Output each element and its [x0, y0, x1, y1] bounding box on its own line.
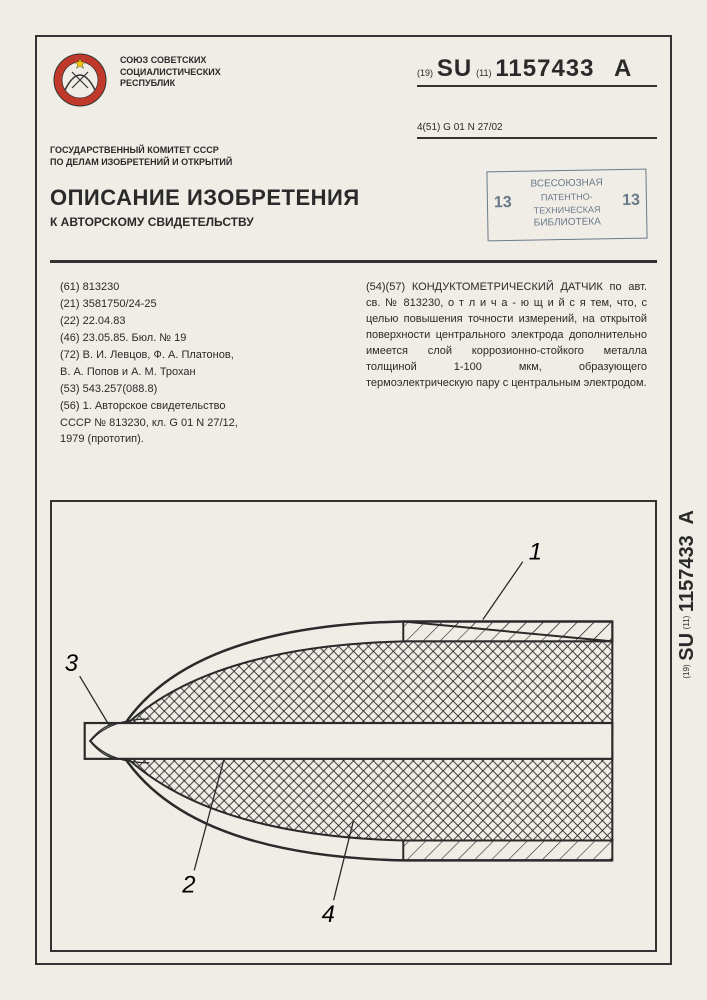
- header: СОЮЗ СОВЕТСКИХ СОЦИАЛИСТИЧЕСКИХ РЕСПУБЛИ…: [50, 50, 657, 250]
- side-number: 1157433: [676, 535, 698, 612]
- ussr-emblem-icon: [50, 50, 110, 110]
- side-kind: A: [676, 510, 698, 524]
- biblio-line: 1979 (прототип).: [60, 432, 341, 448]
- title-main: ОПИСАНИЕ ИЗОБРЕТЕНИЯ: [50, 185, 360, 211]
- doc-country: SU: [437, 55, 472, 82]
- stamp-line: ТЕХНИЧЕСКАЯ: [534, 204, 601, 215]
- doc-kind: A: [614, 55, 632, 82]
- doc-prefix-11: (11): [476, 68, 491, 78]
- side-country: SU: [676, 633, 698, 661]
- union-title: СОЮЗ СОВЕТСКИХ СОЦИАЛИСТИЧЕСКИХ РЕСПУБЛИ…: [120, 55, 221, 90]
- figure-label-1: 1: [529, 539, 542, 566]
- biblio-line: (21) 3581750/24-25: [60, 297, 341, 313]
- figure-label-4: 4: [322, 901, 335, 928]
- side-prefix-19: (19): [682, 664, 691, 678]
- committee-name: ГОСУДАРСТВЕННЫЙ КОМИТЕТ СССР ПО ДЕЛАМ ИЗ…: [50, 145, 232, 168]
- document-title: ОПИСАНИЕ ИЗОБРЕТЕНИЯ К АВТОРСКОМУ СВИДЕТ…: [50, 185, 360, 229]
- document-number: (19) SU (11) 1157433 A: [417, 55, 657, 87]
- divider: [50, 260, 657, 263]
- body-text: (61) 813230 (21) 3581750/24-25 (22) 22.0…: [60, 280, 647, 449]
- left-column: (61) 813230 (21) 3581750/24-25 (22) 22.0…: [60, 280, 341, 449]
- figure-label-2: 2: [181, 871, 195, 898]
- union-line: СОЮЗ СОВЕТСКИХ: [120, 55, 221, 67]
- stamp-number: 13: [622, 190, 640, 215]
- figure-frame: 1 3 2 4: [50, 500, 657, 952]
- committee-line: ПО ДЕЛАМ ИЗОБРЕТЕНИЙ И ОТКРЫТИЙ: [50, 157, 232, 169]
- ipc-classification: 4(51) G 01 N 27/02: [417, 122, 657, 139]
- biblio-line: (56) 1. Авторское свидетельство: [60, 399, 341, 415]
- library-stamp: ВСЕСОЮЗНАЯ 13 ПАТЕНТНО- ТЕХНИЧЕСКАЯ 13 Б…: [486, 169, 647, 242]
- abstract-text: (54)(57) КОНДУКТОМЕТРИЧЕСКИЙ ДАТЧИК по а…: [366, 280, 647, 392]
- title-sub: К АВТОРСКОМУ СВИДЕТЕЛЬСТВУ: [50, 215, 360, 229]
- side-document-number: (19) SU (11) 1157433 A: [676, 510, 699, 679]
- stamp-line: ПАТЕНТНО-: [541, 192, 593, 203]
- biblio-line: В. А. Попов и А. М. Трохан: [60, 365, 341, 381]
- union-line: РЕСПУБЛИК: [120, 78, 221, 90]
- doc-prefix-19: (19): [417, 68, 433, 78]
- union-line: СОЦИАЛИСТИЧЕСКИХ: [120, 67, 221, 79]
- side-prefix-11: (11): [682, 616, 691, 630]
- biblio-line: (61) 813230: [60, 280, 341, 296]
- sensor-diagram: 1 3 2 4: [52, 502, 655, 950]
- committee-line: ГОСУДАРСТВЕННЫЙ КОМИТЕТ СССР: [50, 145, 232, 157]
- biblio-line: (22) 22.04.83: [60, 314, 341, 330]
- doc-number-value: 1157433: [495, 55, 594, 82]
- biblio-line: (53) 543.257(088.8): [60, 382, 341, 398]
- class-code: G 01 N 27/02: [443, 122, 502, 133]
- biblio-line: (46) 23.05.85. Бюл. № 19: [60, 331, 341, 347]
- stamp-number: 13: [494, 192, 512, 217]
- figure-label-3: 3: [65, 650, 79, 677]
- right-column: (54)(57) КОНДУКТОМЕТРИЧЕСКИЙ ДАТЧИК по а…: [366, 280, 647, 449]
- biblio-line: СССР № 813230, кл. G 01 N 27/12,: [60, 416, 341, 432]
- stamp-line: БИБЛИОТЕКА: [488, 215, 646, 232]
- biblio-line: (72) В. И. Левцов, Ф. А. Платонов,: [60, 348, 341, 364]
- class-prefix: 4(51): [417, 122, 440, 133]
